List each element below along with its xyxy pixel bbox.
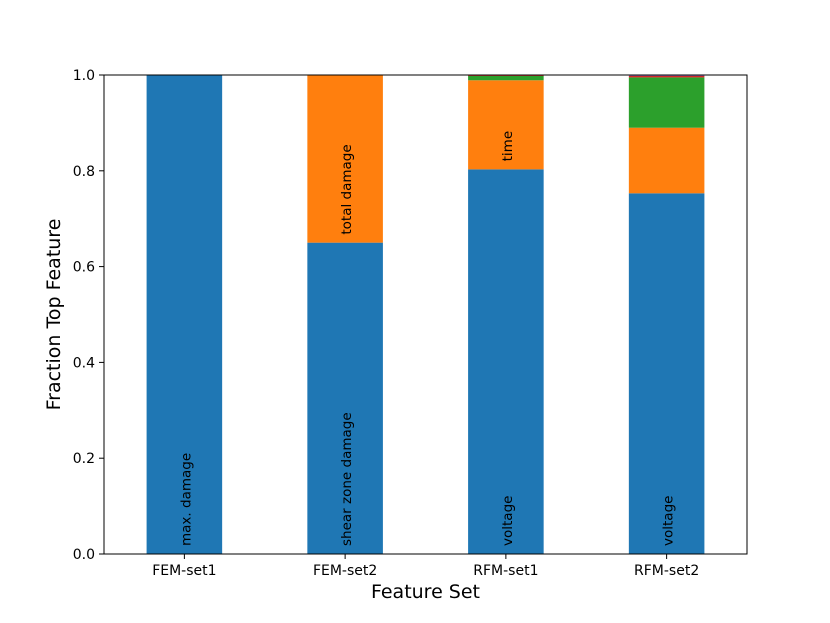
- y-tick-label: 0.0: [73, 547, 95, 563]
- x-tick-label-fem-set1: FEM-set1: [152, 563, 216, 579]
- bar-label-voltage: voltage: [500, 496, 516, 546]
- y-tick-label: 0.4: [73, 355, 95, 371]
- bar-label-time: time: [500, 131, 516, 162]
- bar-fem-set2-segment-0: [307, 242, 383, 554]
- bars-layer: [146, 75, 705, 555]
- bar-fem-set1-segment-0: [146, 75, 223, 554]
- y-tick-label: 0.6: [73, 260, 95, 276]
- bar-label-total-damage: total damage: [339, 144, 355, 234]
- y-tick-label: 0.2: [73, 451, 95, 467]
- bar-fem-set2-segment-1: [307, 75, 383, 243]
- y-tick-label: 0.8: [73, 164, 95, 180]
- plot-frame: [103, 74, 748, 555]
- x-axis-ticks: FEM-set1 FEM-set2 RFM-set1 RFM-set2: [152, 554, 699, 579]
- bar-label-max-damage: max. damage: [178, 453, 194, 546]
- x-axis-title: Feature Set: [371, 581, 480, 603]
- x-tick-label-rfm-set2: RFM-set2: [634, 563, 699, 579]
- bar-rfm-set2-segment-0: [628, 193, 705, 555]
- bar-rfm-set2-segment-2: [628, 77, 705, 128]
- bar-rfm-set2-segment-3: [628, 75, 705, 78]
- y-axis-title: Fraction Top Feature: [43, 219, 65, 411]
- bar-label-shear-zone-damage: shear zone damage: [339, 412, 355, 546]
- bar-labels-layer: max. damage shear zone damage total damage…: [178, 131, 676, 546]
- bar-label-voltage: voltage: [661, 496, 677, 546]
- y-tick-label: 1.0: [73, 68, 95, 84]
- bar-rfm-set2-segment-1: [628, 127, 705, 194]
- x-tick-label-fem-set2: FEM-set2: [313, 563, 377, 579]
- x-tick-label-rfm-set1: RFM-set1: [473, 563, 538, 579]
- y-axis-ticks: 0.0 0.2 0.4 0.6 0.8 1.0: [73, 68, 104, 563]
- bar-rfm-set1-segment-1: [468, 80, 544, 170]
- bar-rfm-set1-segment-2: [468, 75, 544, 81]
- bar-rfm-set1-segment-0: [468, 169, 544, 554]
